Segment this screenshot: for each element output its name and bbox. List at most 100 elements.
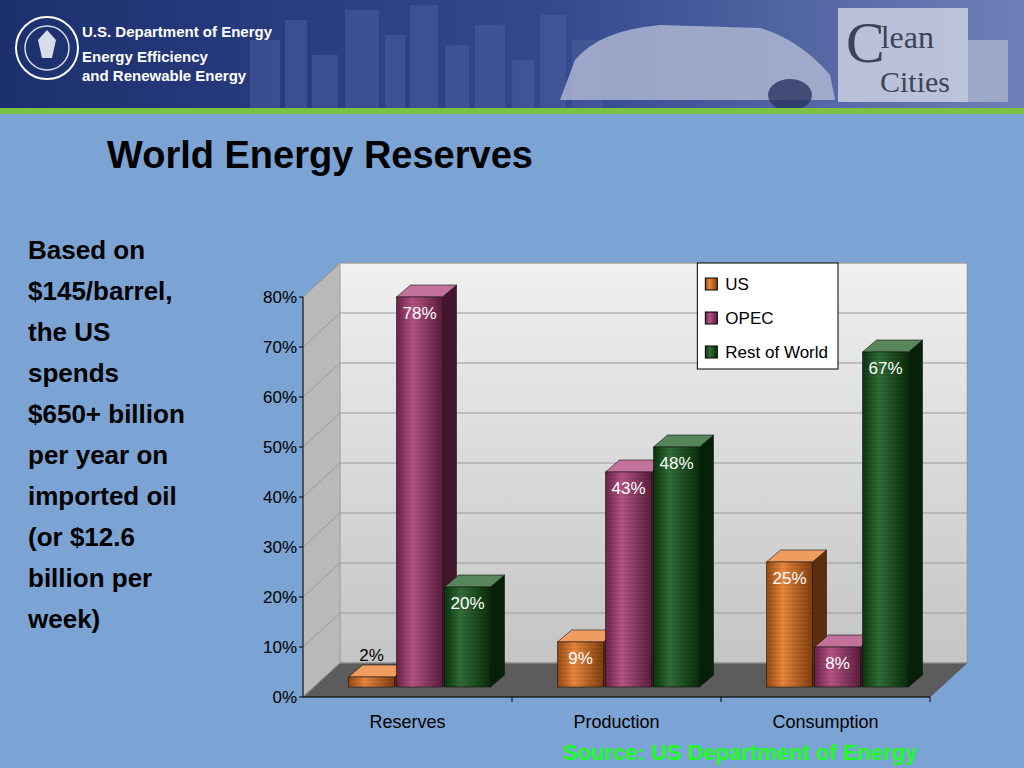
bar-texture xyxy=(864,475,908,476)
bar-texture xyxy=(607,627,651,628)
bar-texture xyxy=(864,563,908,564)
bar-texture xyxy=(768,685,812,686)
bar-texture xyxy=(655,450,699,451)
bar-texture xyxy=(655,498,699,499)
bar-texture xyxy=(398,672,442,673)
category-tick xyxy=(721,697,722,702)
data-label: 48% xyxy=(659,454,693,473)
data-label: 9% xyxy=(568,649,593,668)
bar-texture xyxy=(864,407,908,408)
bar-texture xyxy=(768,625,812,626)
bar-texture xyxy=(768,665,812,666)
bar-texture xyxy=(446,682,490,683)
bar-texture xyxy=(864,567,908,568)
bar-texture xyxy=(655,626,699,627)
bar-texture xyxy=(398,680,442,681)
bar-texture xyxy=(655,562,699,563)
bar-texture xyxy=(655,670,699,671)
bar-texture xyxy=(607,527,651,528)
bar-texture xyxy=(446,622,490,623)
bar-texture xyxy=(768,605,812,606)
bar-texture xyxy=(398,588,442,589)
bar-texture xyxy=(398,552,442,553)
bar-texture xyxy=(446,618,490,619)
legend: USOPECRest of World xyxy=(697,263,838,369)
bar-texture xyxy=(398,652,442,653)
grid-line xyxy=(303,263,967,297)
bar-texture xyxy=(398,504,442,505)
sidebar-text: spends xyxy=(28,358,119,388)
tick-mark xyxy=(299,697,303,698)
bar-texture xyxy=(655,586,699,587)
agency-name: U.S. Department of Energy xyxy=(82,23,273,40)
bar-texture xyxy=(864,663,908,664)
bar-texture xyxy=(398,400,442,401)
bar-texture xyxy=(559,677,603,678)
bar-texture xyxy=(768,609,812,610)
bar-texture xyxy=(398,388,442,389)
bar-texture xyxy=(607,623,651,624)
bar-texture xyxy=(864,511,908,512)
bar-texture xyxy=(398,368,442,369)
bar-texture xyxy=(398,452,442,453)
data-labels: 2%78%20%9%43%48%25%8%67% xyxy=(359,304,902,673)
bar-texture xyxy=(655,550,699,551)
bar-texture xyxy=(398,436,442,437)
bar-texture xyxy=(864,575,908,576)
bar-texture xyxy=(607,603,651,604)
bar-texture xyxy=(864,671,908,672)
bar-texture xyxy=(655,538,699,539)
bar-texture xyxy=(655,682,699,683)
bar-texture xyxy=(398,620,442,621)
bar-texture xyxy=(864,431,908,432)
bar-texture xyxy=(398,348,442,349)
bar-texture xyxy=(655,574,699,575)
bar-texture xyxy=(607,659,651,660)
bar-texture xyxy=(607,647,651,648)
bar-texture xyxy=(655,642,699,643)
bar-texture xyxy=(446,658,490,659)
bar-texture xyxy=(864,651,908,652)
bar-texture xyxy=(864,659,908,660)
bar-texture xyxy=(398,416,442,417)
bar-top xyxy=(445,575,505,587)
bar-texture xyxy=(398,524,442,525)
bar-texture xyxy=(864,635,908,636)
sidebar-text: $145/barrel, xyxy=(28,276,173,306)
bar-texture xyxy=(768,593,812,594)
bar-texture xyxy=(864,515,908,516)
bar-texture xyxy=(816,682,860,683)
tick-mark xyxy=(299,597,303,598)
sidebar-text: the US xyxy=(28,317,110,347)
bar-texture xyxy=(655,502,699,503)
tick-mark xyxy=(299,447,303,448)
seal-emblem xyxy=(38,30,56,58)
x-axis xyxy=(303,697,930,698)
bar-texture xyxy=(398,604,442,605)
car-wheel xyxy=(768,79,812,111)
grid-line-side xyxy=(303,313,340,347)
category-label: Production xyxy=(573,712,659,732)
bar-texture xyxy=(398,608,442,609)
bar-texture xyxy=(398,344,442,345)
bar-texture xyxy=(864,491,908,492)
bar-texture xyxy=(768,661,812,662)
bar-texture xyxy=(398,408,442,409)
bar-texture xyxy=(768,633,812,634)
bar-texture xyxy=(655,666,699,667)
tick-label: 40% xyxy=(263,488,297,507)
bar-texture xyxy=(864,595,908,596)
bar-texture xyxy=(398,480,442,481)
bar-texture xyxy=(607,679,651,680)
bar-texture xyxy=(864,471,908,472)
bar-texture xyxy=(864,463,908,464)
bar-texture xyxy=(446,642,490,643)
bar-texture xyxy=(607,579,651,580)
category-tick xyxy=(930,697,931,702)
bar-texture xyxy=(655,638,699,639)
logo-word: Cities xyxy=(880,65,950,98)
bar xyxy=(445,575,505,687)
bar-texture xyxy=(398,432,442,433)
bar-texture xyxy=(398,600,442,601)
bar-texture xyxy=(864,599,908,600)
